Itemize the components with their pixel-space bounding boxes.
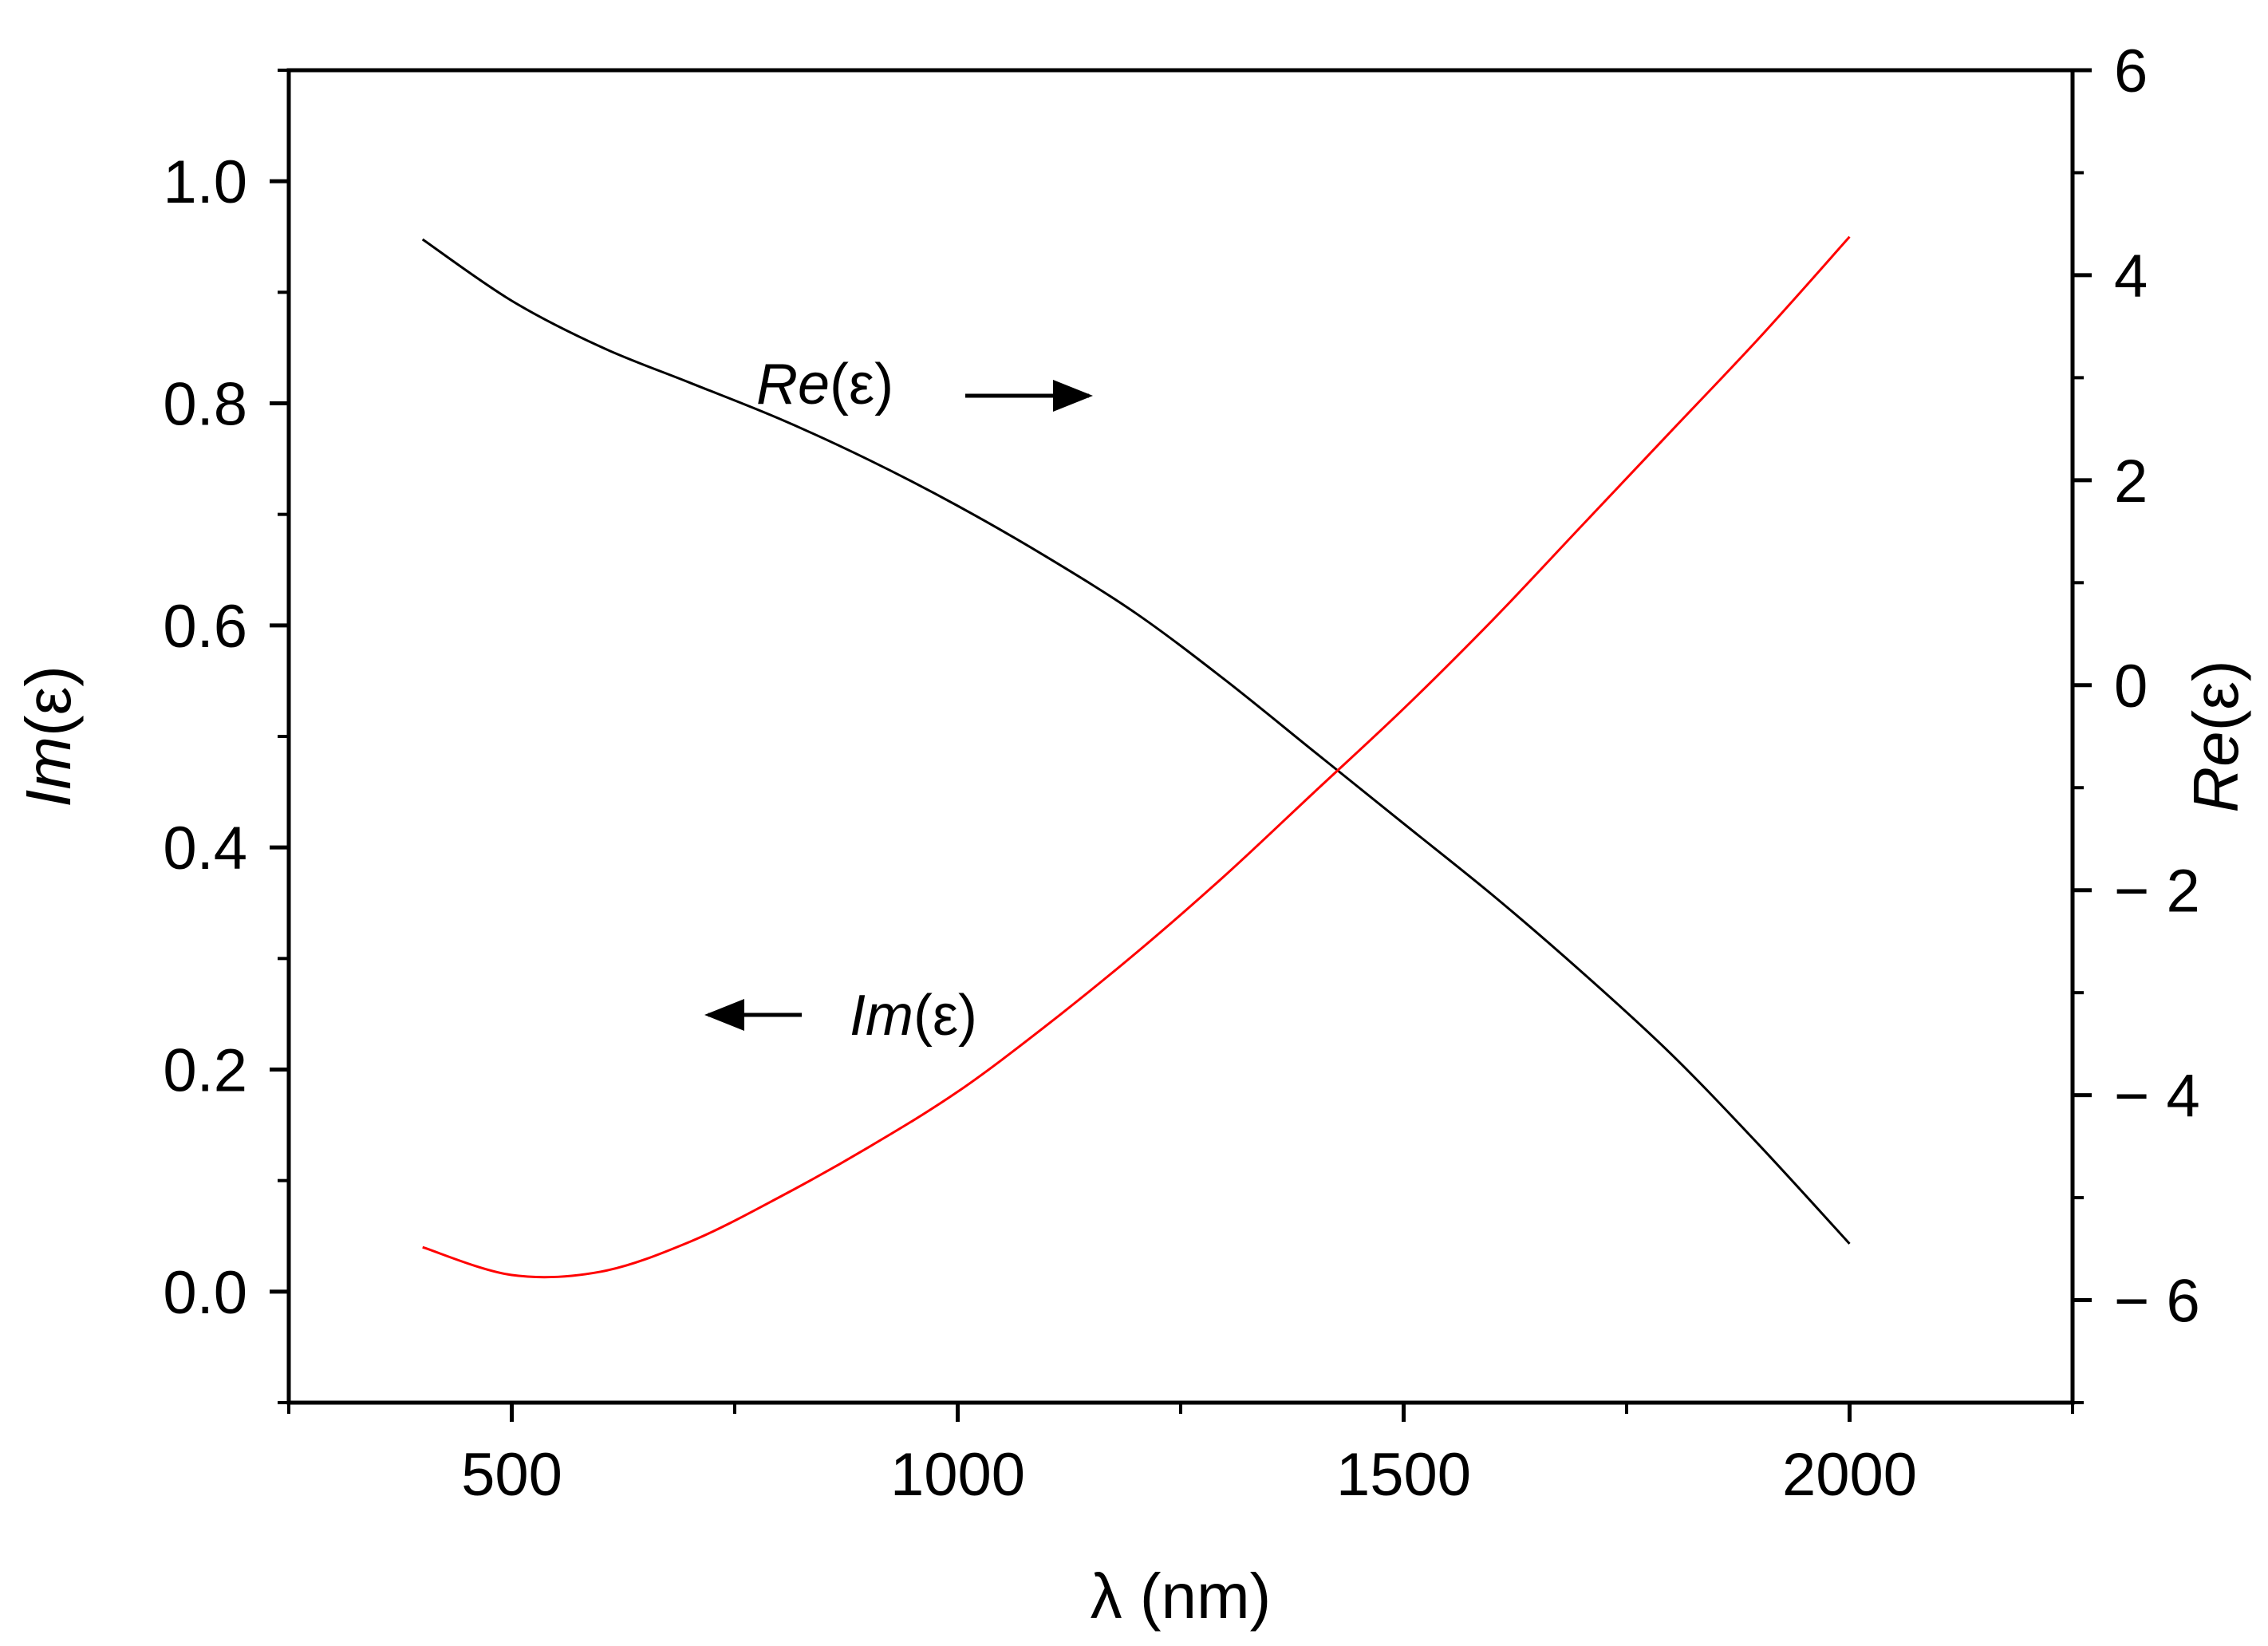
left-tick-label: 0.0 (163, 1259, 247, 1327)
re-annotation-label: Re(ε) (756, 353, 893, 416)
x-axis-title-symbol: λ (1091, 1561, 1122, 1632)
right-tick-label: − 2 (2114, 858, 2200, 926)
im-annotation-italic: Im (850, 984, 913, 1048)
left-y-axis-title-rest: (ε) (13, 665, 84, 736)
right-tick-label: 0 (2114, 653, 2148, 720)
left-axis-ticks: 0.0 0.2 0.4 0.6 0.8 1.0 (163, 69, 289, 1404)
right-tick-label: − 6 (2114, 1268, 2200, 1336)
left-tick-label: 1.0 (163, 148, 247, 216)
x-tick-label: 1500 (1336, 1441, 1471, 1509)
re-annotation-rest: (ε) (830, 353, 893, 416)
im-series-line (422, 235, 1851, 1279)
left-tick-label: 0.2 (163, 1037, 247, 1105)
bottom-axis-ticks: 500 1000 1500 2000 (287, 1403, 2074, 1509)
im-annotation-label: Im(ε) (850, 984, 977, 1048)
plot-frame (286, 68, 2075, 1405)
right-y-axis-title: Re(ε) (2180, 660, 2251, 812)
x-axis-title: λ (nm) (1091, 1561, 1272, 1632)
left-tick-label: 0.6 (163, 593, 247, 661)
left-tick-label: 0.8 (163, 371, 247, 439)
right-y-axis-title-rest: (ε) (2180, 660, 2251, 731)
re-series-line (421, 238, 1851, 1245)
x-axis-title-unit: (nm) (1140, 1561, 1271, 1632)
left-y-axis-title: Im(ε) (13, 665, 84, 807)
series-layer (421, 235, 1851, 1279)
right-tick-label: − 4 (2114, 1063, 2200, 1131)
left-tick-label: 0.4 (163, 815, 247, 882)
x-tick-label: 500 (461, 1441, 562, 1509)
right-tick-label: 2 (2114, 448, 2148, 515)
x-tick-label: 1000 (890, 1441, 1025, 1509)
right-tick-label: 6 (2114, 37, 2148, 105)
right-tick-label: 4 (2114, 243, 2148, 310)
right-y-axis-title-italic: Re (2180, 731, 2251, 812)
right-axis-ticks: − 6 − 4 − 2 0 2 4 6 (2073, 37, 2200, 1404)
re-annotation-italic: Re (756, 353, 830, 416)
x-tick-label: 2000 (1782, 1441, 1917, 1509)
left-y-axis-title-italic: Im (13, 736, 84, 807)
im-annotation-rest: (ε) (913, 984, 977, 1048)
